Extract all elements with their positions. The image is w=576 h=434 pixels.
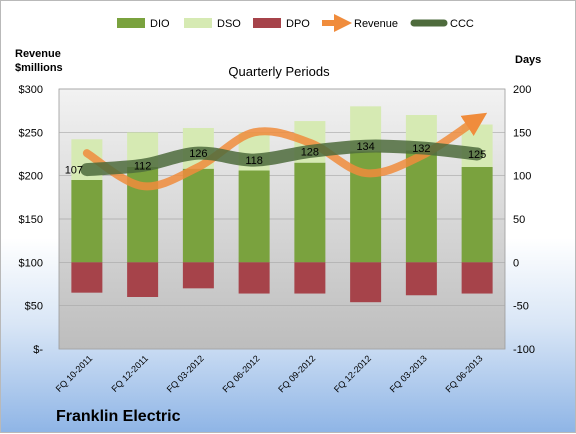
ccc-data-label: 132 [412, 143, 430, 155]
right-tick-label: 200 [513, 84, 531, 96]
ccc-data-label: 125 [468, 149, 486, 161]
right-tick-label: 100 [513, 171, 531, 183]
left-tick-label: $100 [19, 257, 43, 269]
bar-dpo [350, 262, 382, 303]
right-axis-ticks: -100 -50 0 50 100 150 200 [513, 84, 535, 356]
right-tick-label: 50 [513, 214, 525, 226]
revenue-line [82, 112, 488, 191]
bar-dio [405, 150, 437, 263]
right-tick-label: 0 [513, 257, 519, 269]
bar-dio [461, 167, 493, 263]
legend-label-dpo: DPO [286, 18, 310, 30]
left-tick-label: $150 [19, 214, 43, 226]
legend: DIO DSO DPO Revenue CCC [117, 14, 474, 32]
left-axis-title-line1: Revenue [15, 48, 61, 60]
left-tick-label: $250 [19, 127, 43, 139]
legend-swatch-dio [117, 18, 145, 28]
right-tick-label: 150 [513, 127, 531, 139]
chart-subtitle: Quarterly Periods [228, 64, 330, 79]
category-label: FQ 03-2012 [165, 353, 206, 394]
ccc-data-label: 118 [245, 155, 263, 167]
ccc-data-label: 107 [65, 165, 83, 177]
left-tick-label: $- [33, 344, 43, 356]
left-axis-title-line2: $millions [15, 62, 63, 74]
ccc-data-labels: 107 112 126 118 128 134 132 125 [65, 141, 487, 176]
series-lines [80, 112, 488, 191]
category-axis: FQ 10-2011 FQ 12-2011 FQ 03-2012 FQ 06-2012… [54, 353, 485, 394]
right-tick-label: -50 [513, 301, 529, 313]
left-tick-label: $300 [19, 84, 43, 96]
left-axis-ticks: $- $50 $100 $150 $200 $250 $300 [19, 84, 44, 356]
category-label: FQ 06-2012 [221, 353, 262, 394]
left-tick-label: $50 [25, 301, 43, 313]
bar-dpo [294, 262, 326, 294]
bar-dio [71, 180, 103, 263]
company-name: Franklin Electric [56, 408, 181, 425]
bar-dpo [405, 262, 437, 296]
legend-label-ccc: CCC [450, 18, 474, 30]
category-label: FQ 12-2012 [332, 353, 373, 394]
bar-dpo [182, 262, 214, 289]
ccc-data-label: 112 [134, 160, 152, 172]
category-label: FQ 10-2011 [54, 353, 95, 394]
category-label: FQ 03-2013 [388, 353, 429, 394]
ccc-data-label: 126 [189, 148, 207, 160]
right-axis-title: Days [515, 54, 541, 66]
ccc-data-label: 128 [301, 146, 319, 158]
ccc-data-label: 134 [356, 141, 374, 153]
bar-dio [294, 162, 326, 263]
right-tick-label: -100 [513, 344, 535, 356]
legend-swatch-dpo [253, 18, 281, 28]
category-label: FQ 12-2011 [109, 353, 150, 394]
legend-label-revenue: Revenue [354, 18, 398, 30]
bar-dpo [238, 262, 270, 294]
category-label: FQ 09-2012 [276, 353, 317, 394]
bar-dpo [127, 262, 159, 297]
legend-label-dso: DSO [217, 18, 241, 30]
bar-dpo [71, 262, 103, 293]
left-tick-label: $200 [19, 171, 43, 183]
bar-dio [182, 168, 214, 263]
bar-dio [238, 170, 270, 263]
bar-dpo [461, 262, 493, 294]
category-label: FQ 06-2013 [444, 353, 485, 394]
legend-swatch-dso [184, 18, 212, 28]
legend-label-dio: DIO [150, 18, 170, 30]
ccc-line [80, 139, 484, 177]
